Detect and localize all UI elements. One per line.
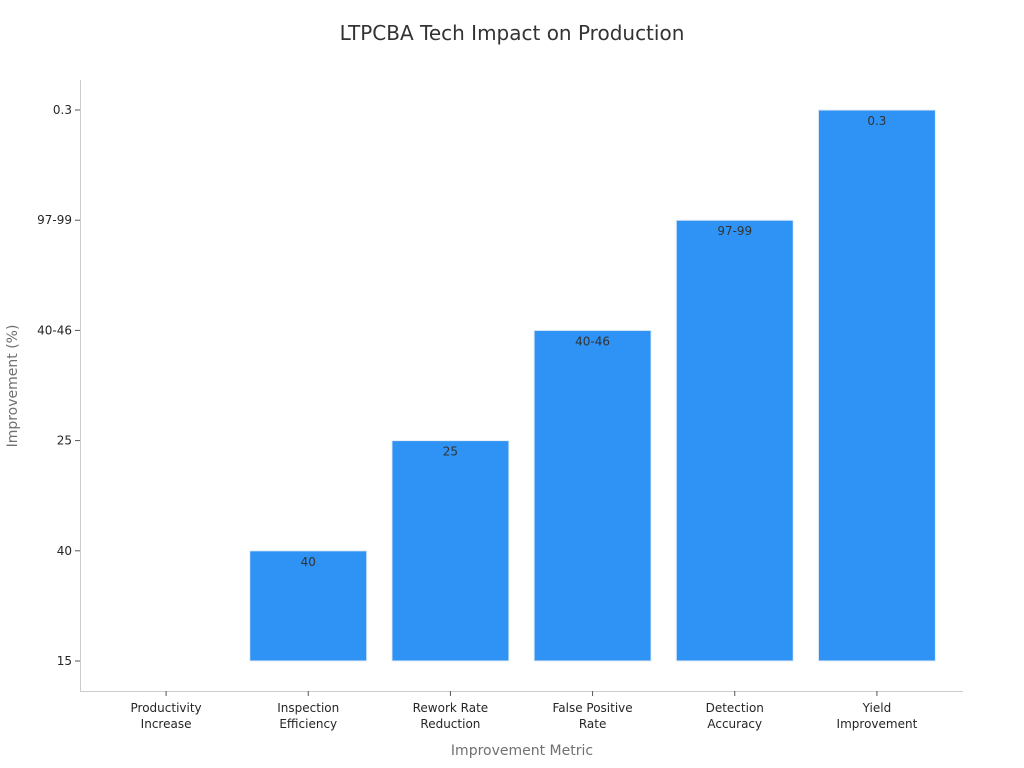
y-tick-label: 25: [57, 434, 72, 448]
bar-value-label: 40: [301, 555, 316, 569]
bar: [817, 109, 936, 662]
bar-value-label: 25: [443, 445, 458, 459]
x-tick-label: Inspection Efficiency: [277, 701, 339, 731]
chart-title: LTPCBA Tech Impact on Production: [340, 21, 685, 45]
y-tick-label: 15: [57, 654, 72, 668]
bar: [675, 219, 794, 662]
y-axis-label: Improvement (%): [5, 325, 21, 448]
y-tick-label: 0.3: [53, 103, 72, 117]
x-axis-label: Improvement Metric: [451, 743, 593, 759]
bar: [391, 440, 510, 662]
bar: [533, 329, 652, 662]
x-tick-label: Rework Rate Reduction: [413, 701, 489, 731]
y-tick-label: 40: [57, 544, 72, 558]
bar-value-label: 0.3: [867, 114, 886, 128]
x-tick-label: Detection Accuracy: [706, 701, 764, 731]
x-tick-label: False Positive Rate: [552, 701, 632, 731]
y-tick-label: 97-99: [37, 213, 72, 227]
y-tick-label: 40-46: [37, 323, 72, 337]
bar-value-label: 97-99: [717, 224, 752, 238]
x-tick-label: Yield Improvement: [837, 701, 918, 731]
x-tick-label: Productivity Increase: [131, 701, 202, 731]
bar-value-label: 40-46: [575, 334, 610, 348]
bar: [249, 550, 368, 662]
